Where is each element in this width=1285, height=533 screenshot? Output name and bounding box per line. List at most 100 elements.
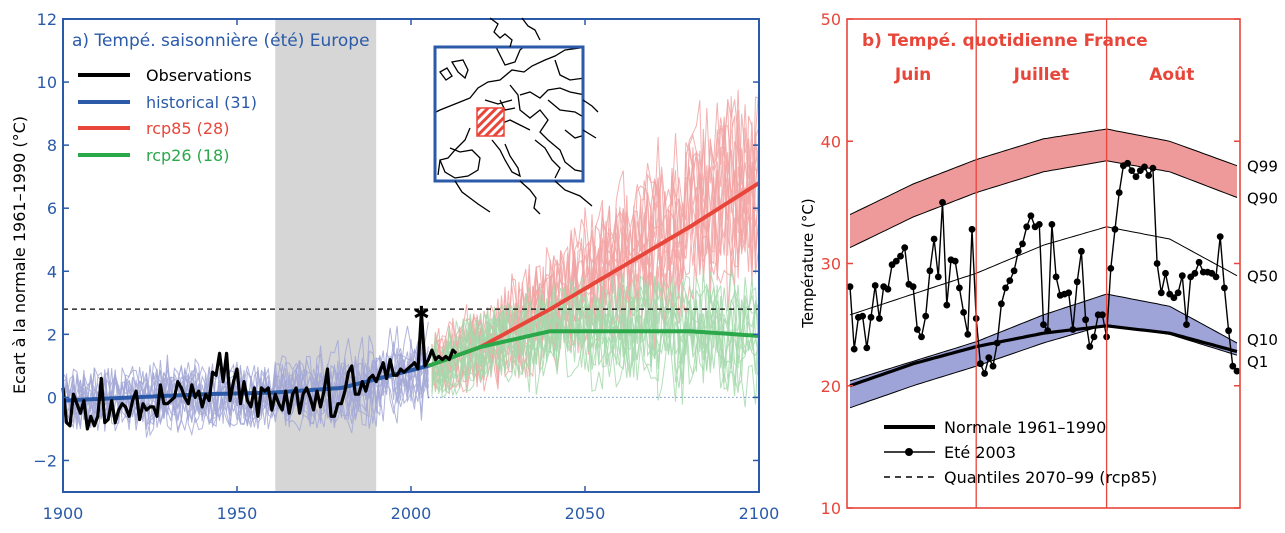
ete-2003-point-92 — [1233, 367, 1241, 375]
ete-2003-point-23 — [943, 301, 951, 309]
ete-2003-point-58 — [1090, 333, 1098, 341]
ete-2003-point-48 — [1048, 221, 1056, 228]
ete-2003-point-71 — [1145, 172, 1153, 179]
ete-2003-point-49 — [1052, 273, 1060, 281]
ete-2003-point-78 — [1174, 289, 1182, 297]
legend-dot-ete-2003 — [905, 448, 913, 456]
ete-2003-point-74 — [1157, 289, 1165, 297]
ete-2003-point-70 — [1141, 163, 1148, 171]
series-normale-1961-1990 — [849, 324, 1238, 388]
ete-2003-point-73 — [1153, 260, 1161, 267]
ete-2003-point-34 — [989, 362, 997, 370]
ete-2003-point-80 — [1183, 321, 1190, 328]
month-label-0: Juin — [894, 65, 931, 85]
ete-2003-point-35 — [993, 339, 1001, 347]
ensemble-spaghetti-bands — [62, 85, 760, 438]
france-region-highlight — [476, 107, 505, 137]
panel-a-series: ✱ — [61, 181, 761, 431]
ete-2003-point-43 — [1027, 212, 1035, 220]
ete-2003-point-12 — [897, 252, 904, 260]
ete-2003-point-40 — [1014, 247, 1022, 255]
panel-a-background — [275, 19, 377, 492]
legend-label-ete-2003: Eté 2003 — [944, 443, 1016, 462]
ete-2003-point-41 — [1019, 240, 1026, 248]
ete-2003-point-77 — [1170, 294, 1178, 302]
ete-2003-point-56 — [1082, 316, 1089, 324]
y-tick-label--2: −2 — [33, 451, 57, 470]
ete-2003-point-55 — [1078, 247, 1085, 255]
ete-2003-point-57 — [1086, 343, 1094, 350]
ete-2003-point-19 — [926, 267, 934, 275]
panel-b-france-daily: Juin Juillet Août1020304050Q99Q90Q50Q10Q1 … — [799, 10, 1278, 518]
ete-2003-point-47 — [1044, 327, 1052, 335]
ete-2003-point-88 — [1216, 233, 1224, 241]
ete-2003-point-22 — [939, 199, 946, 206]
x-tick-label-1900: 1900 — [43, 504, 84, 523]
ete-2003-point-6 — [871, 282, 879, 289]
ete-2003-point-27 — [960, 309, 967, 316]
band-q1-q10 — [850, 294, 1237, 408]
panel-b-title: b) Tempé. quotidienne France — [862, 31, 1148, 51]
ete-2003-point-52 — [1065, 289, 1073, 297]
ete-2003-point-68 — [1132, 173, 1140, 181]
ete-2003-point-38 — [1006, 277, 1014, 284]
ete-2003-point-67 — [1128, 167, 1136, 175]
ete-2003-point-15 — [909, 283, 917, 291]
ete-2003-point-3 — [859, 312, 866, 320]
europe-map-inset — [433, 17, 599, 215]
ete-2003-point-89 — [1221, 284, 1228, 292]
panel-a-axes: 1900 1950 2000 2050 2100 −2 0 2 4 6 8 10 12 — [33, 10, 779, 523]
ete-2003-point-91 — [1229, 362, 1237, 370]
ete-2003-point-26 — [956, 284, 963, 292]
map-background — [435, 47, 583, 181]
ete-2003-point-13 — [901, 244, 909, 252]
b-y-tick-label-20: 20 — [821, 377, 841, 396]
panel-b-axes: Juin Juillet Août 10 20 30 40 50 Q99 Q90 Q50 Q10 Q1 — [821, 10, 1278, 518]
legend-label-rcp26: rcp26 (18) — [146, 146, 229, 165]
ete-2003-point-7 — [876, 315, 883, 322]
y-tick-label-8: 8 — [47, 136, 57, 155]
series-rcp26-mean — [427, 329, 760, 368]
panel-b-series — [846, 128, 1241, 409]
x-tick-label-2050: 2050 — [565, 504, 606, 523]
ete-2003-point-4 — [863, 344, 871, 352]
x-tick-label-2000: 2000 — [391, 504, 432, 523]
legend-label-observations: Observations — [146, 66, 252, 85]
ete-2003-point-42 — [1023, 223, 1031, 231]
legend-label-historical: historical (31) — [146, 93, 257, 112]
y-tick-label-6: 6 — [47, 199, 57, 218]
ete-2003-point-72 — [1149, 164, 1157, 172]
ete-2003-point-79 — [1178, 272, 1186, 280]
ete-2003-point-25 — [951, 257, 959, 265]
ete-2003-point-18 — [922, 312, 930, 320]
series-observations — [61, 310, 458, 431]
quantile-line-q50 — [849, 226, 1238, 316]
ete-2003-point-32 — [981, 370, 988, 377]
panel-a-title: a) Tempé. saisonnière (été) Europe — [72, 31, 370, 51]
ete-2003-point-46 — [1040, 321, 1047, 328]
legend-label-quantiles: Quantiles 2070–99 (rcp85) — [944, 468, 1157, 487]
quantile-label-q99: Q99 — [1247, 158, 1278, 176]
ete-2003-point-82 — [1191, 269, 1199, 277]
panel-b-legend: Normale 1961–1990 Eté 2003 Quantiles 207… — [884, 418, 1157, 487]
ete-2003-point-5 — [867, 313, 875, 321]
map-outer-coastlines — [454, 17, 599, 215]
ete-2003-point-62 — [1107, 265, 1115, 272]
ete-2003-point-66 — [1124, 159, 1131, 167]
ete-2003-point-83 — [1195, 258, 1203, 266]
ete-2003-point-63 — [1111, 225, 1119, 233]
quantile-line-q99 — [849, 128, 1238, 216]
ete-2003-point-1 — [850, 345, 858, 353]
legend-label-rcp85: rcp85 (28) — [146, 119, 229, 138]
panel-a-y-axis-label: Ecart à la normale 1961–1990 (°C) — [10, 116, 29, 394]
ete-2003-point-37 — [1002, 284, 1009, 292]
b-y-tick-label-10: 10 — [821, 499, 841, 518]
rcp26-member-9 — [431, 267, 760, 382]
x-tick-label-1950: 1950 — [217, 504, 258, 523]
band-q90-q99 — [850, 129, 1237, 248]
ete-2003-point-0 — [846, 283, 854, 291]
panel-a-europe-summer: ✱ 1900 1950 2000 2050 2100 −2 0 2 4 6 8 10 12 a) Tem… — [10, 10, 779, 523]
ete-2003-point-60 — [1099, 311, 1106, 319]
month-label-1: Juillet — [1013, 65, 1070, 85]
